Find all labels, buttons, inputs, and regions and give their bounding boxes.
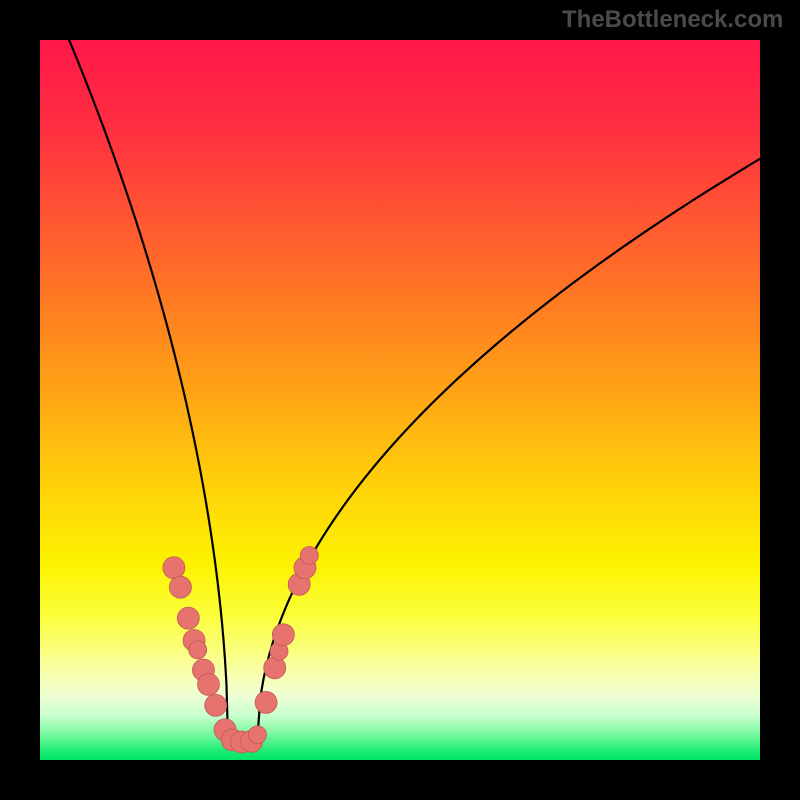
data-marker bbox=[205, 694, 227, 716]
data-marker bbox=[177, 607, 199, 629]
chart-svg bbox=[0, 0, 800, 800]
data-marker bbox=[189, 641, 207, 659]
plot-background bbox=[40, 40, 760, 760]
data-marker bbox=[163, 557, 185, 579]
data-marker bbox=[264, 657, 286, 679]
data-marker bbox=[255, 691, 277, 713]
data-marker bbox=[272, 624, 294, 646]
data-marker bbox=[197, 673, 219, 695]
data-marker bbox=[300, 547, 318, 565]
watermark-text: TheBottleneck.com bbox=[562, 6, 783, 34]
data-marker bbox=[248, 726, 266, 744]
chart-container: TheBottleneck.com bbox=[0, 0, 800, 800]
data-marker bbox=[169, 576, 191, 598]
